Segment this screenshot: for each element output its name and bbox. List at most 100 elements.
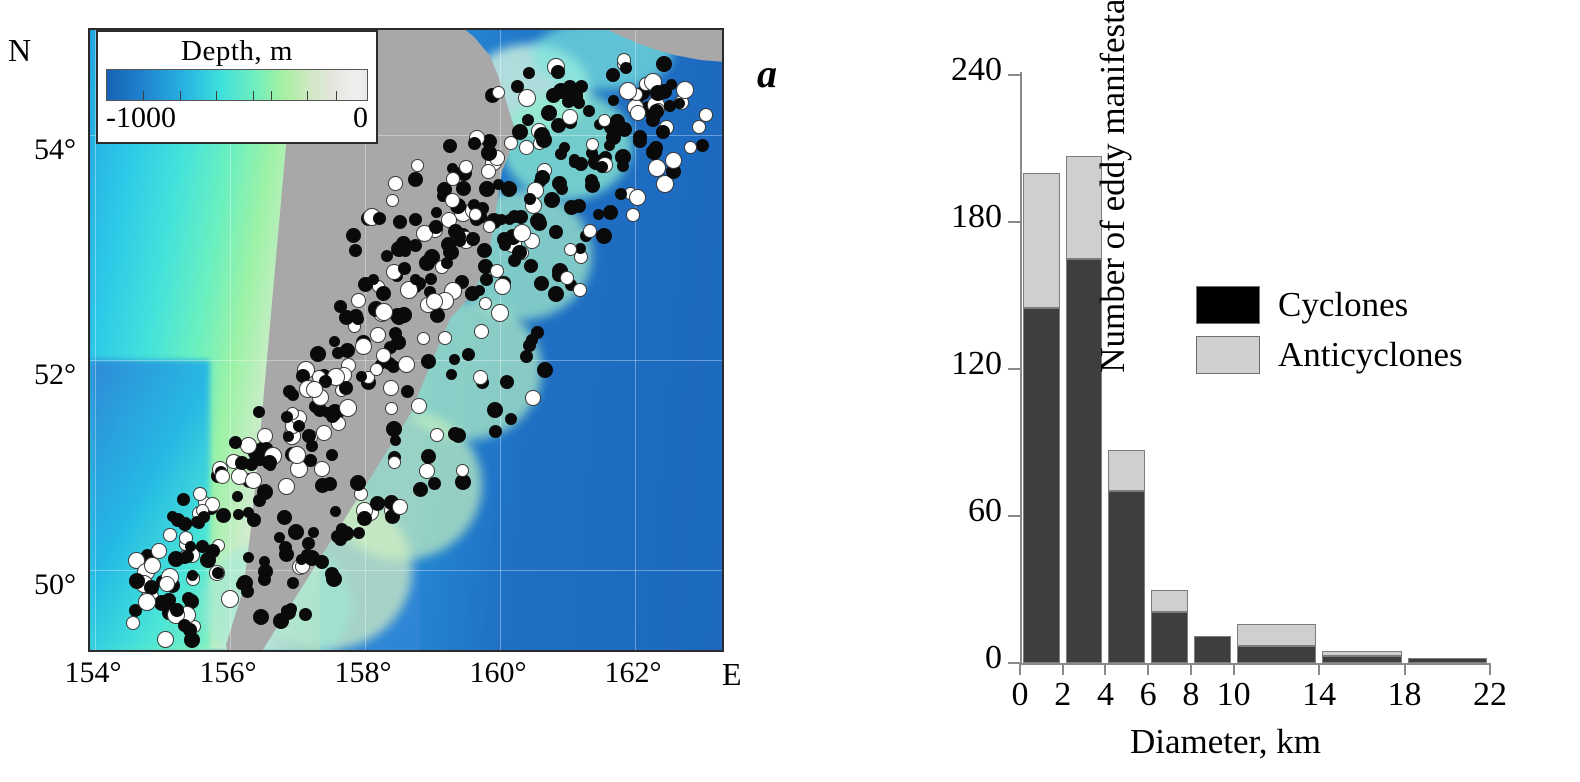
anticyclone-marker <box>372 280 384 292</box>
cyclone-marker <box>499 375 514 390</box>
anticyclone-marker <box>371 364 383 376</box>
anticyclone-marker <box>287 407 299 419</box>
cyclone-marker <box>304 454 318 468</box>
cyclone-marker <box>334 299 347 313</box>
bar-8-10[interactable] <box>1193 636 1231 663</box>
anticyclone-marker <box>565 244 577 256</box>
x-tick-8 <box>1189 663 1192 675</box>
cyclone-marker <box>421 353 437 369</box>
cyclone-marker <box>252 609 269 626</box>
gridline-lat-54 <box>90 135 722 136</box>
cyclone-marker <box>357 511 373 527</box>
cyclone-marker <box>329 505 341 517</box>
bar-segment-cyclones <box>1236 645 1317 663</box>
latitude-axis-unit: N <box>8 32 32 68</box>
anticyclone-marker <box>493 87 505 99</box>
bar-6-8[interactable] <box>1151 589 1188 663</box>
anticyclone-marker <box>598 114 610 126</box>
gridline-lon-154 <box>95 30 96 650</box>
cyclone-marker <box>533 275 549 291</box>
anticyclone-marker <box>388 176 402 190</box>
anticyclone-marker <box>159 577 174 592</box>
cyclone-marker <box>427 476 441 490</box>
anticyclone-marker <box>222 590 239 607</box>
anticyclone-marker <box>138 594 155 610</box>
cyclone-marker <box>281 410 294 423</box>
cyclone-marker <box>286 576 299 589</box>
cyclone-marker <box>526 334 539 347</box>
cyclone-marker <box>465 231 480 246</box>
cyclone-marker <box>454 474 471 491</box>
cyclone-marker <box>558 141 570 153</box>
cyclone-marker <box>303 550 320 567</box>
cyclone-marker <box>696 139 710 153</box>
cyclone-marker <box>596 227 613 244</box>
bar-14-18[interactable] <box>1322 650 1402 663</box>
longitude-tick-158: 158° <box>334 656 392 689</box>
cyclone-marker <box>464 285 480 301</box>
latitude-tick-50: 50° <box>34 568 76 601</box>
cyclone-marker <box>264 460 276 472</box>
anticyclone-marker <box>574 251 587 264</box>
anticyclone-marker <box>398 357 414 373</box>
anticyclone-marker <box>445 194 459 208</box>
cyclone-marker <box>486 401 503 418</box>
cyclone-marker <box>252 493 266 507</box>
anticyclone-marker <box>158 631 174 647</box>
anticyclone-marker <box>630 89 642 101</box>
legend-swatch-anticyclones <box>1196 336 1260 374</box>
colorbar-title: Depth, m <box>181 35 293 67</box>
cyclone-marker <box>574 243 586 255</box>
bar-10-14[interactable] <box>1236 623 1317 663</box>
cyclone-marker <box>467 137 481 151</box>
cyclone-marker <box>400 384 414 398</box>
anticyclone-marker <box>459 161 472 174</box>
anticyclone-marker <box>491 305 508 322</box>
cyclone-marker <box>574 157 589 172</box>
anticyclone-marker <box>583 224 596 237</box>
anticyclone-marker <box>376 303 393 320</box>
bar-segment-cyclones <box>1407 658 1487 663</box>
cyclone-marker <box>474 285 486 297</box>
anticyclone-marker <box>340 399 357 416</box>
gridline-lat-50 <box>90 570 722 571</box>
anticyclone-marker <box>505 136 518 149</box>
anticyclone-marker <box>677 82 694 99</box>
cyclone-marker <box>345 228 361 244</box>
x-tick-label-2: 2 <box>1054 676 1072 713</box>
anticyclone-marker <box>212 539 224 551</box>
longitude-tick-160: 160° <box>469 656 527 689</box>
anticyclone-marker <box>412 399 427 414</box>
y-tick-180 <box>1008 221 1021 223</box>
cyclone-marker <box>619 61 632 74</box>
legend-label-anticyclones: Anticyclones <box>1278 335 1463 374</box>
cyclone-marker <box>349 308 364 323</box>
cyclone-marker <box>408 238 422 252</box>
bar-4-6[interactable] <box>1108 449 1146 663</box>
cyclone-marker <box>235 456 250 471</box>
anticyclone-marker <box>240 437 256 453</box>
bar-segment-anticyclones <box>1065 155 1103 259</box>
anticyclone-marker <box>194 488 207 501</box>
cyclone-marker <box>370 496 386 512</box>
cyclone-marker <box>368 273 380 285</box>
bar-0-2[interactable] <box>1023 173 1060 663</box>
cyclone-marker <box>274 532 286 544</box>
x-tick-10 <box>1232 663 1235 675</box>
x-tick-label-18: 18 <box>1387 676 1422 713</box>
anticyclone-marker <box>573 284 586 297</box>
cyclone-marker <box>237 575 254 592</box>
cyclone-marker <box>288 524 305 541</box>
cyclone-marker <box>143 579 159 595</box>
bar-2-4[interactable] <box>1065 155 1103 663</box>
cyclone-marker <box>448 354 460 366</box>
cyclone-marker <box>184 540 196 552</box>
cyclone-marker <box>170 603 185 618</box>
cyclone-marker <box>276 510 292 526</box>
bar-18-22[interactable] <box>1407 658 1487 663</box>
cyclone-marker <box>673 98 685 110</box>
bar-segment-anticyclones <box>1151 589 1188 612</box>
anticyclone-marker <box>519 90 536 107</box>
anticyclone-marker <box>631 105 646 120</box>
